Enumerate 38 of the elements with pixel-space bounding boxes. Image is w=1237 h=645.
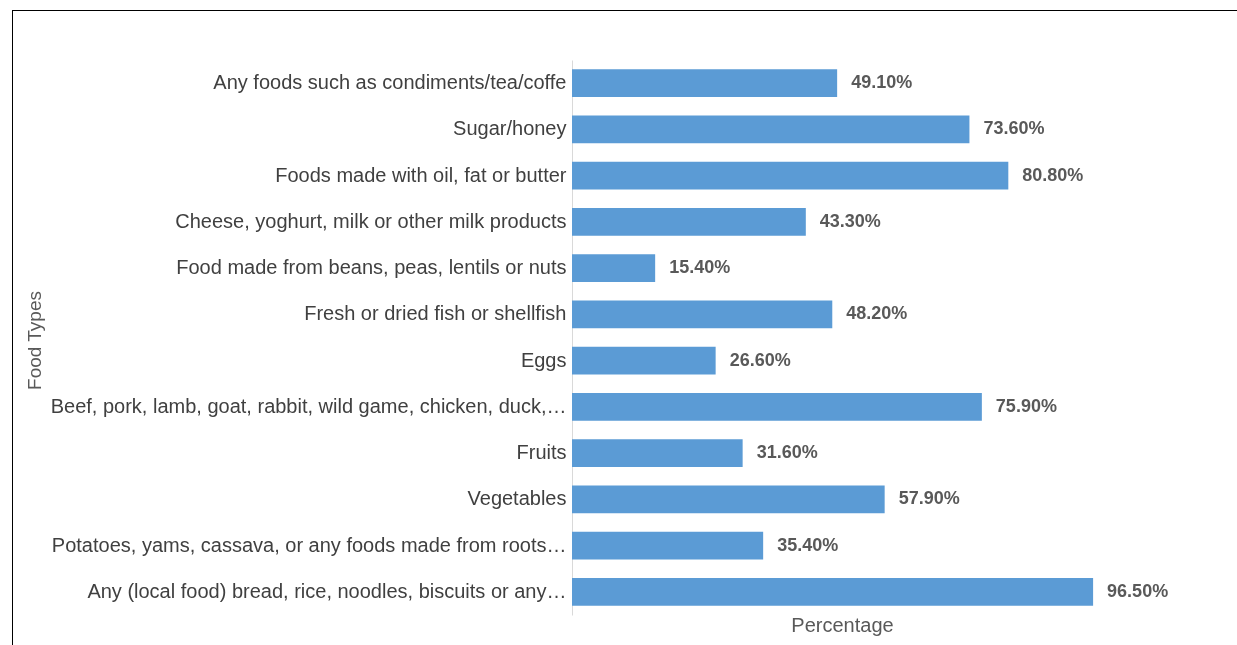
data-label: 48.20% [846, 303, 908, 324]
bar [572, 485, 885, 514]
y-tick-label: Sugar/honey [453, 117, 567, 140]
y-tick-label: Fruits [516, 441, 567, 464]
data-label: 15.40% [669, 257, 731, 278]
data-label: 96.50% [1107, 580, 1169, 601]
data-label: 49.10% [851, 72, 913, 93]
y-tick-label: Cheese, yoghurt, milk or other milk products [175, 209, 567, 232]
data-label: 26.60% [729, 349, 791, 370]
y-tick-label: Beef, pork, lamb, goat, rabbit, wild game, chicken, duck,… [50, 394, 567, 417]
y-tick-label: Potatoes, yams, cassava, or any foods made from roots… [51, 533, 567, 556]
bar [572, 300, 833, 329]
bar [572, 346, 716, 375]
bar [572, 208, 806, 236]
data-label: 80.80% [1022, 164, 1084, 185]
data-label: 57.90% [898, 488, 960, 509]
y-tick-label: Any (local food) bread, rice, noodles, biscuits or any… [87, 579, 567, 602]
bar [572, 161, 1009, 190]
bar [572, 115, 970, 144]
y-tick-label: Foods made with oil, fat or butter [275, 163, 567, 186]
bar [572, 69, 838, 97]
bar [572, 254, 656, 282]
bar [572, 578, 1094, 606]
data-label: 73.60% [983, 118, 1045, 139]
y-tick-label: Vegetables [467, 487, 567, 510]
data-label: 43.30% [819, 210, 881, 231]
x-axis-title: Percentage [791, 613, 894, 636]
y-tick-label: Eggs [520, 348, 567, 371]
bar [572, 393, 982, 421]
data-label: 35.40% [777, 534, 839, 555]
data-label: 31.60% [756, 442, 818, 463]
bar [572, 439, 743, 467]
y-axis-title: Food Types [23, 291, 45, 390]
y-tick-label: Food made from beans, peas, lentils or nuts [176, 256, 567, 279]
y-tick-label: Any foods such as condiments/tea/coffe [213, 71, 567, 94]
y-tick-label: Fresh or dried fish or shellfish [304, 302, 567, 325]
data-label: 75.90% [995, 395, 1057, 416]
bar [572, 531, 764, 560]
